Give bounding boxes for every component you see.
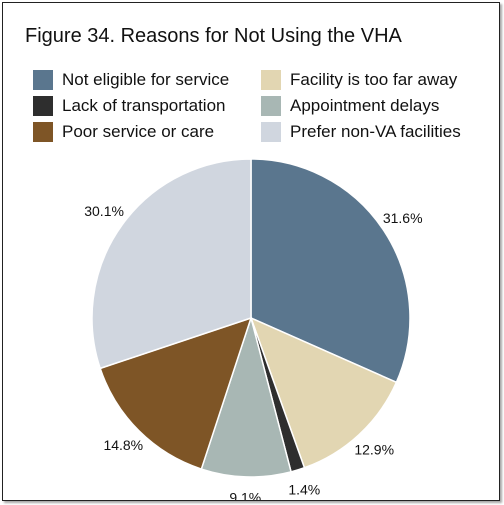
legend-swatch	[33, 70, 53, 90]
slice-label-lack-of-transportation: 1.4%	[288, 482, 320, 498]
legend-label: Not eligible for service	[62, 70, 230, 89]
legend-item-appointment-delays: Appointment delays	[261, 95, 439, 117]
legend-item-poor-service: Poor service or care	[33, 121, 214, 143]
legend-item-facility-too-far: Facility is too far away	[261, 69, 457, 91]
legend-label: Lack of transportation	[62, 96, 226, 115]
slice-label-not-eligible-for-service: 31.6%	[383, 210, 423, 226]
legend-swatch	[261, 70, 281, 90]
legend: Not eligible for service Lack of transpo…	[33, 69, 493, 149]
legend-swatch	[261, 122, 281, 142]
legend-label: Appointment delays	[290, 96, 440, 115]
pie-chart: 31.6% 12.9% 1.4% 9.1% 14.8% 30.1%	[84, 158, 423, 500]
chart-frame: Figure 34. Reasons for Not Using the VHA…	[2, 2, 500, 501]
legend-swatch	[33, 122, 53, 142]
slice-label-appointment-delays: 9.1%	[229, 490, 261, 500]
legend-label: Poor service or care	[62, 122, 215, 141]
pie-slice-appointment-delays	[200, 315, 292, 478]
legend-swatch	[33, 96, 53, 116]
legend-item-lack-of-transportation: Lack of transportation	[33, 95, 225, 117]
slice-label-poor-service-or-care: 14.8%	[103, 437, 143, 453]
legend-item-not-eligible: Not eligible for service	[33, 69, 229, 91]
legend-label: Facility is too far away	[290, 70, 458, 89]
chart-title: Figure 34. Reasons for Not Using the VHA	[25, 25, 402, 47]
legend-label: Prefer non-VA facilities	[290, 122, 461, 141]
legend-item-prefer-non-va: Prefer non-VA facilities	[261, 121, 461, 143]
slice-label-facility-is-too-far-away: 12.9%	[354, 441, 394, 457]
legend-swatch	[261, 96, 281, 116]
slice-label-prefer-non-va-facilities: 30.1%	[84, 203, 124, 219]
pie-slice-facility-is-too-far-away	[249, 316, 398, 469]
pie-slice-not-eligible-for-service	[250, 158, 411, 384]
pie-slice-prefer-non-va-facilities	[91, 158, 252, 370]
pie-slice-poor-service-or-care	[99, 316, 253, 470]
